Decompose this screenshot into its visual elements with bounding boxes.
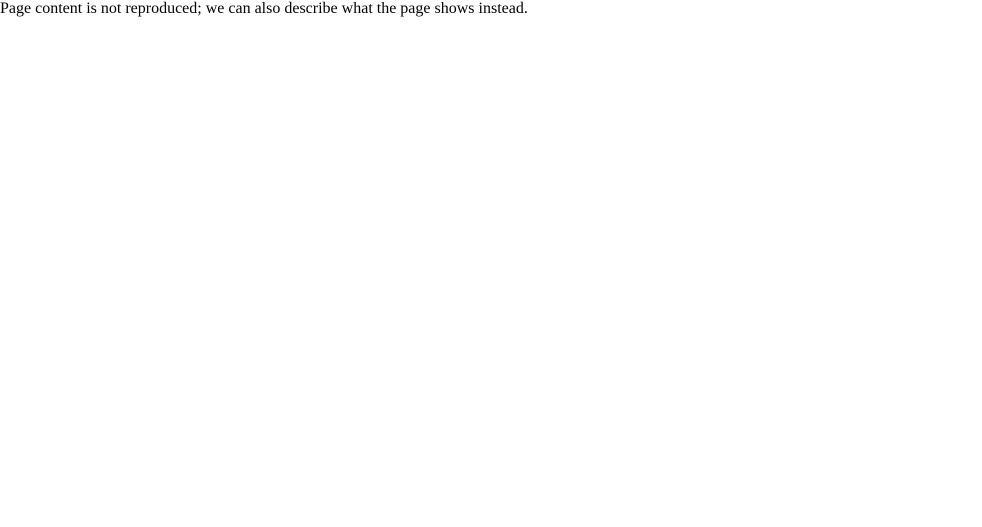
placeholder: Page content is not reproduced; we can a… [0, 0, 528, 17]
